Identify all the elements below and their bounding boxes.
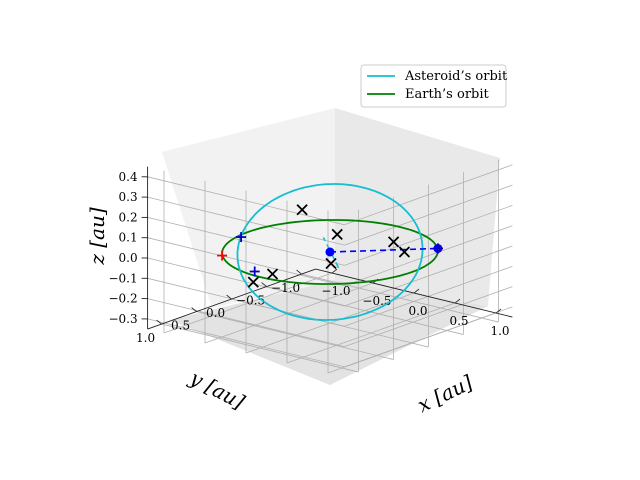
x-tick bbox=[331, 268, 338, 274]
y-tick-label: 0.0 bbox=[206, 306, 225, 320]
cross-stroke bbox=[296, 204, 308, 216]
grid-line-wall-z2 bbox=[344, 205, 513, 266]
y-tick-label: −0.5 bbox=[236, 294, 265, 308]
cross-marker bbox=[387, 236, 400, 248]
y-axis-label: y [au] bbox=[185, 365, 249, 414]
grid-line-wall-z2 bbox=[344, 184, 513, 246]
grid-line-wall-z1 bbox=[147, 196, 345, 246]
grid-line-wall-z1 bbox=[147, 217, 345, 266]
x-tick-label: 1.0 bbox=[490, 324, 509, 338]
y-tick-label: 0.5 bbox=[171, 319, 190, 333]
cross-marker bbox=[266, 268, 279, 280]
grid-line-wall-z1 bbox=[147, 298, 345, 347]
tick-labels: −1.0 −0.5 0.0 0.5 1.0 1.0 0.5 0.0 −0.5 −1.0 0.4 0.3… bbox=[108, 170, 509, 345]
grid-line-floor-y bbox=[301, 273, 499, 323]
orbit-curves bbox=[221, 183, 439, 321]
z-tick-label: 0.3 bbox=[119, 190, 138, 204]
cross-marker bbox=[325, 257, 337, 270]
x-tick-label: 0.0 bbox=[408, 304, 427, 318]
floor-pane bbox=[170, 280, 488, 385]
z-tick-label: 0.1 bbox=[119, 231, 138, 245]
grid-line-wall-z2 bbox=[344, 164, 513, 226]
x-axis-label: x [au] bbox=[414, 370, 477, 417]
x-tick-label: −1.0 bbox=[321, 284, 350, 298]
y-tick bbox=[296, 269, 302, 275]
earth-orbit-line bbox=[221, 219, 439, 285]
cross-stroke bbox=[398, 246, 411, 258]
cross-marker bbox=[247, 276, 259, 288]
z-tick-label: −0.3 bbox=[108, 312, 137, 326]
plus-marker bbox=[432, 243, 443, 254]
grid-line-wall-z1 bbox=[147, 237, 345, 287]
grid-line-wall-z2 bbox=[344, 245, 513, 307]
cross-stroke bbox=[387, 236, 400, 248]
grid-line-wall-z1 bbox=[147, 318, 345, 368]
z-tick-label: −0.2 bbox=[108, 292, 137, 306]
plus-marker bbox=[217, 250, 228, 261]
y-tick bbox=[156, 319, 162, 325]
grid-line-floor-y bbox=[266, 286, 464, 335]
sun-earth-dashed-line bbox=[329, 247, 438, 253]
x-tick bbox=[495, 308, 502, 314]
grid-line-wall-z2 bbox=[344, 286, 513, 347]
legend-label-asteroid: Asteroid’s orbit bbox=[404, 69, 508, 84]
cross-stroke bbox=[325, 257, 337, 270]
legend-box bbox=[360, 64, 507, 108]
grid-line-floor-y bbox=[161, 323, 359, 373]
grid-line-wall-z1 bbox=[147, 176, 345, 226]
grid-line-wall-z2 bbox=[344, 306, 513, 368]
x-tick bbox=[413, 288, 420, 294]
grid-line-wall-z2 bbox=[344, 225, 513, 287]
grid-line-floor-y bbox=[196, 311, 394, 360]
cross-stroke bbox=[266, 268, 279, 280]
z-tick-label: 0.2 bbox=[119, 210, 138, 224]
cross-stroke bbox=[247, 276, 259, 288]
asteroid-orbit-line bbox=[236, 183, 424, 321]
plus-marker bbox=[236, 232, 247, 243]
x-tick-label: 0.5 bbox=[449, 314, 468, 328]
cross-stroke bbox=[331, 228, 343, 240]
legend-label-earth: Earth’s orbit bbox=[405, 87, 490, 102]
x-tick bbox=[454, 298, 461, 304]
y-tick bbox=[191, 307, 197, 312]
y-tick bbox=[226, 294, 232, 300]
x-tick-label: −0.5 bbox=[362, 294, 391, 308]
legend: Asteroid’s orbit Earth’s orbit bbox=[360, 64, 508, 108]
marker-layer bbox=[217, 204, 443, 288]
right-pane bbox=[335, 108, 500, 306]
cross-marker bbox=[296, 204, 308, 216]
z-tick-label: 0.0 bbox=[119, 251, 138, 265]
z-axis-label: z [au] bbox=[85, 207, 109, 266]
z-tick-label: −0.1 bbox=[108, 271, 137, 285]
cross-marker bbox=[331, 228, 343, 240]
y-tick-label: 1.0 bbox=[136, 331, 155, 345]
node-line-dashed bbox=[322, 237, 340, 269]
plus-marker bbox=[249, 266, 260, 277]
y-tick bbox=[261, 282, 267, 287]
y-tick-label: −1.0 bbox=[271, 281, 300, 295]
z-tick-label: 0.4 bbox=[119, 170, 138, 184]
sun-marker bbox=[325, 247, 335, 257]
cross-marker bbox=[398, 246, 411, 258]
